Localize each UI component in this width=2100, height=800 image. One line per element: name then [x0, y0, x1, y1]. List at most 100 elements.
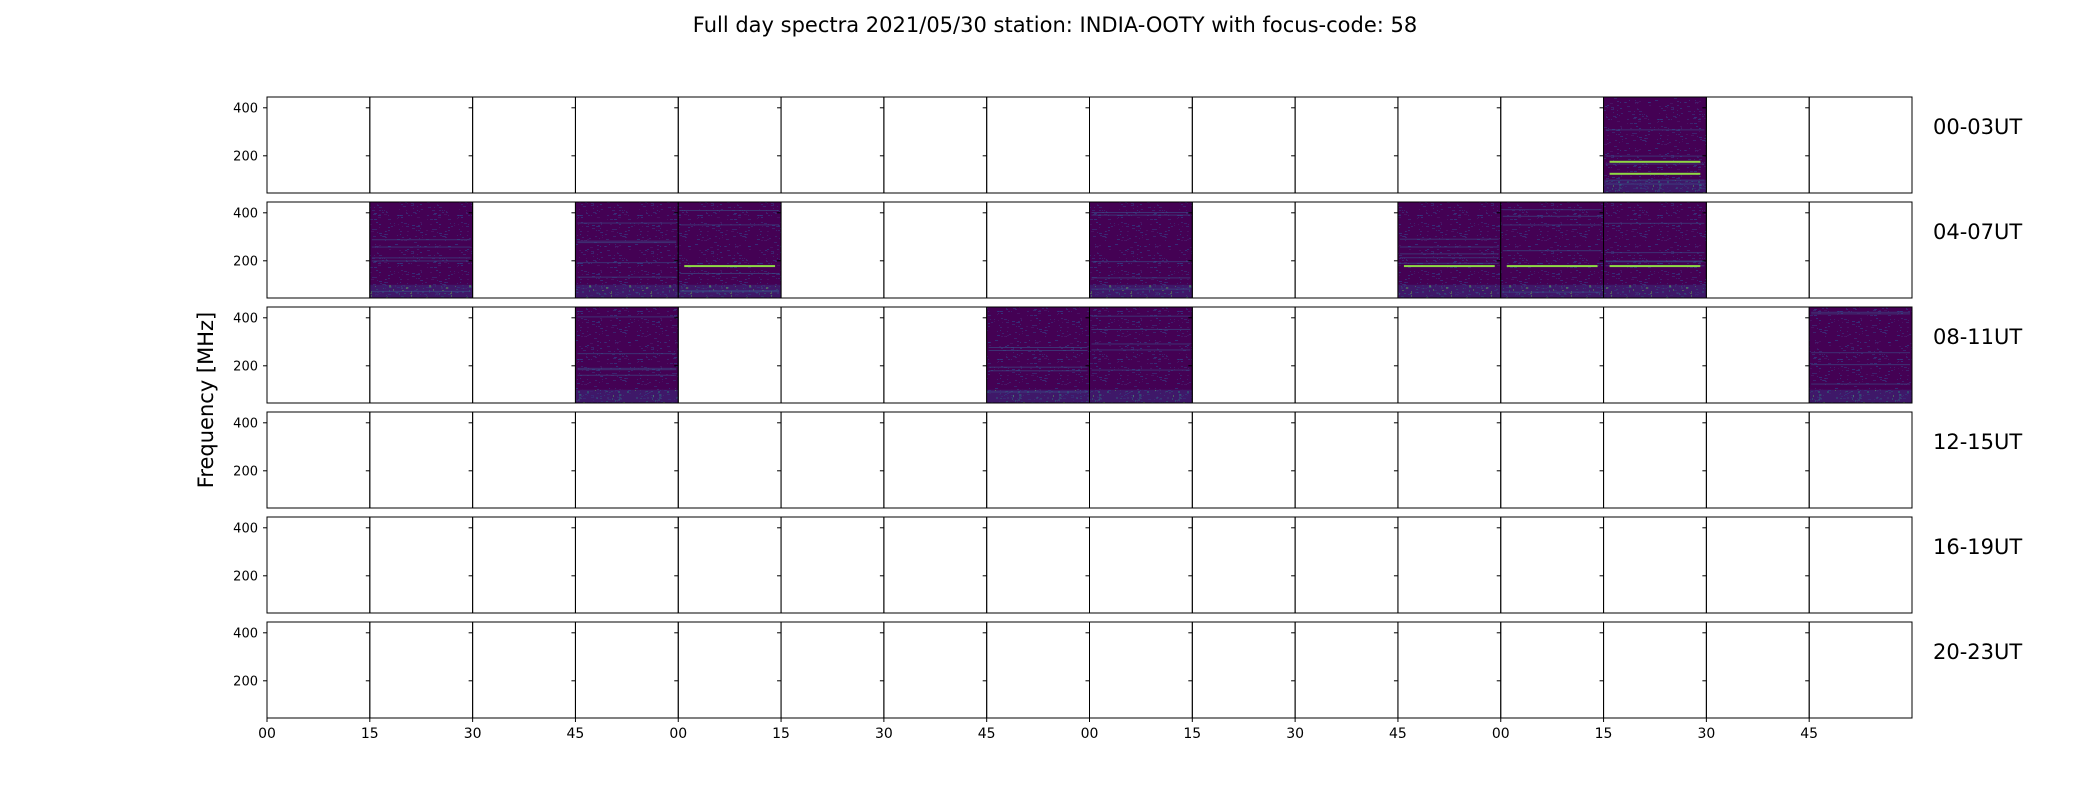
y-axis-label: Frequency [MHz]: [194, 312, 218, 488]
y-tick-label: 200: [233, 569, 258, 584]
rfi-line: [1506, 265, 1598, 268]
y-tick-label: 400: [233, 311, 258, 326]
spectrum-heatmap: [1397, 202, 1501, 298]
x-tick-label: 45: [1800, 726, 1818, 742]
low-frequency-band: [575, 389, 679, 403]
spectrum-streak: [1399, 253, 1499, 255]
rfi-line: [1609, 160, 1701, 163]
low-frequency-band: [986, 389, 1090, 403]
low-frequency-band: [575, 284, 679, 298]
spectrum-heatmap: [1089, 202, 1193, 298]
y-tick-label: 200: [233, 674, 258, 689]
spectrum-heatmap: [1500, 202, 1604, 298]
spectrum-streak: [577, 316, 677, 318]
x-axis-ticks: 00 15 30 45 00 15 30 45 00 15 30 45 00 15 30 45: [258, 718, 1818, 742]
spectrum-streak: [680, 272, 780, 274]
spectrum-heatmap: [1809, 307, 1912, 403]
x-tick-label: 00: [1492, 726, 1510, 742]
spectrum-streak: [988, 346, 1088, 348]
low-frequency-band: [1500, 284, 1604, 298]
spectrum-streak: [1091, 349, 1191, 351]
x-tick-label: 30: [875, 726, 893, 742]
spectrum-panel: [1599, 201, 1707, 299]
y-tick-label: 400: [233, 521, 258, 536]
spectrum-streak: [1502, 250, 1602, 252]
spectrum-streak: [680, 224, 780, 226]
spectrum-streak: [680, 291, 780, 293]
x-tick-label: 15: [1183, 726, 1201, 742]
spectrum-streak: [1811, 383, 1910, 385]
spectrum-panel: [571, 306, 679, 404]
spectrum-panel: [1805, 621, 1913, 719]
x-tick-label: 45: [978, 726, 996, 742]
spectrum-streak: [577, 374, 677, 376]
spectrum-panel: [571, 201, 679, 299]
spectrum-heatmap: [1603, 202, 1707, 298]
low-frequency-band: [1089, 389, 1193, 403]
panel-frame: [1808, 621, 1913, 719]
spectrum-streak: [1502, 215, 1602, 217]
x-tick-label: 15: [1595, 726, 1613, 742]
x-tick-label: 15: [772, 726, 790, 742]
panel-frame: [1808, 201, 1913, 299]
spectrum-streak: [371, 246, 471, 248]
spectrum-streak: [1811, 352, 1910, 354]
y-tick-label: 400: [233, 206, 258, 221]
low-frequency-band: [1809, 389, 1912, 403]
spectrum-panel: [1085, 306, 1193, 404]
spectrum-streak: [680, 209, 780, 211]
spectrum-panel: [1805, 516, 1913, 614]
spectrum-streak: [1091, 277, 1191, 279]
spectrum-heatmap: [369, 202, 473, 298]
spectrum-streak: [1091, 288, 1191, 290]
spectrum-heatmap: [1603, 97, 1707, 193]
spectrum-streak: [1091, 315, 1191, 317]
spectrum-streak: [1091, 214, 1191, 216]
low-frequency-band: [1089, 284, 1193, 298]
x-tick-label: 30: [464, 726, 482, 742]
low-frequency-band: [1603, 179, 1707, 193]
spectrum-streak: [1091, 343, 1191, 345]
row-label-20-23ut: 20-23UT: [1933, 640, 2022, 664]
spectrum-panel: [1805, 201, 1913, 299]
row-label-16-19ut: 16-19UT: [1933, 535, 2022, 559]
spectrum-streak: [988, 391, 1088, 393]
spectra-row: 200 400: [233, 411, 1913, 509]
spectrum-streak: [577, 240, 677, 242]
row-label-00-03ut: 00-03UT: [1933, 115, 2022, 139]
spectrum-panel: [1805, 411, 1913, 509]
spectrum-panel: [982, 306, 1090, 404]
spectrum-streak: [1605, 183, 1705, 185]
spectrum-streak: [1605, 129, 1705, 131]
spectrum-streak: [1605, 252, 1705, 254]
spectrum-streak: [1091, 212, 1191, 214]
spectrum-streak: [1399, 238, 1499, 240]
row-label-04-07ut: 04-07UT: [1933, 220, 2022, 244]
spectrum-streak: [1811, 313, 1910, 315]
panel-frame: [1808, 516, 1913, 614]
spectrum-streak: [1399, 262, 1499, 264]
spectrum-streak: [1605, 179, 1705, 181]
spectra-row: 200 400: [233, 96, 1913, 194]
row-labels: 00-03UT 04-07UT 08-11UT 12-15UT 16-19UT 20-23…: [1933, 115, 2022, 664]
spectrum-panel: [674, 201, 782, 299]
low-frequency-band: [1397, 284, 1501, 298]
x-tick-label: 00: [1081, 726, 1099, 742]
spectrum-streak: [577, 367, 677, 369]
spectrum-streak: [577, 353, 677, 355]
spectrum-panel: [1805, 306, 1913, 404]
spectrum-streak: [988, 370, 1088, 372]
y-tick-label: 400: [233, 101, 258, 116]
spectrum-panel: [1496, 201, 1605, 299]
rfi-line: [684, 265, 776, 268]
spectrum-streak: [680, 290, 780, 292]
spectrum-streak: [371, 257, 471, 259]
spectrum-streak: [1605, 155, 1705, 157]
rfi-line: [1403, 265, 1495, 268]
x-tick-label: 45: [1389, 726, 1407, 742]
spectrum-panel: [1599, 96, 1707, 194]
spectrum-streak: [577, 222, 677, 224]
spectrum-streak: [577, 242, 677, 244]
x-tick-label: 30: [1697, 726, 1715, 742]
spectrum-streak: [1811, 311, 1910, 313]
